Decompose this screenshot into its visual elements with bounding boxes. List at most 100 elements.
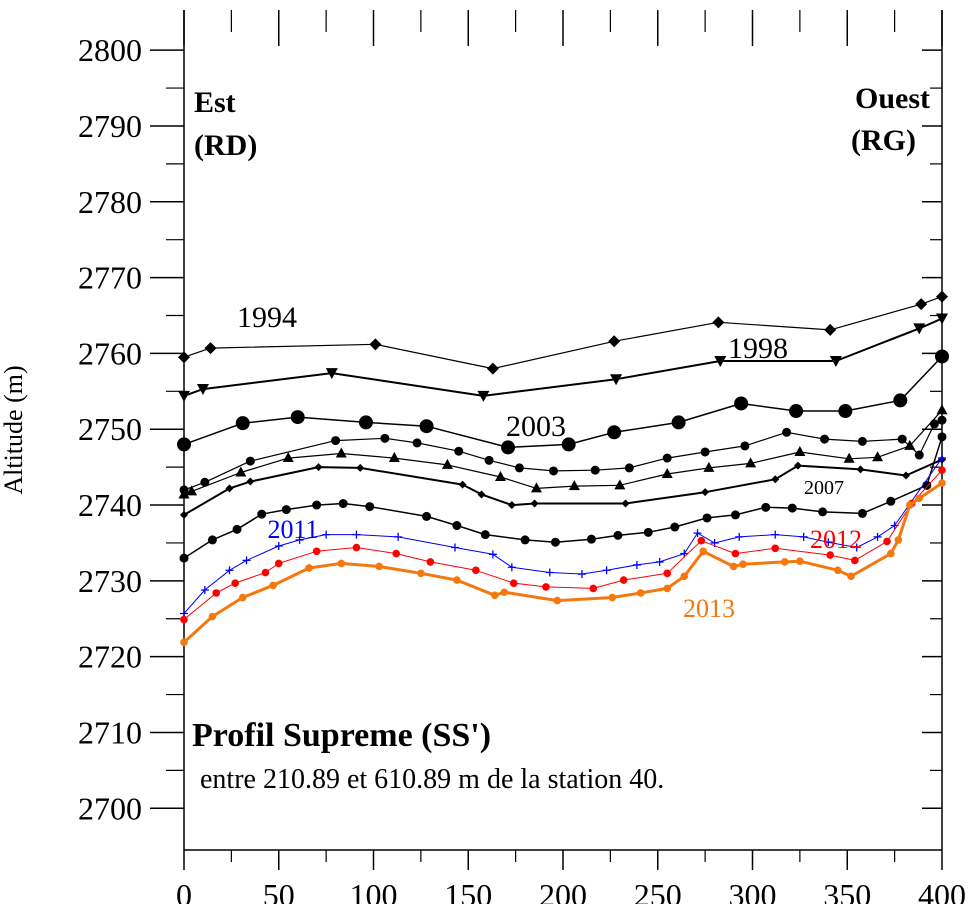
- data-point: [312, 547, 321, 556]
- data-point: [935, 349, 949, 364]
- data-point: [178, 390, 190, 402]
- data-point: [494, 471, 506, 482]
- data-point: [325, 368, 338, 380]
- data-point: [613, 530, 623, 540]
- data-point: [452, 521, 462, 531]
- data-point: [590, 465, 600, 475]
- data-point: [295, 535, 304, 544]
- series-label: 2012: [810, 525, 862, 554]
- data-point: [335, 447, 347, 458]
- data-point: [714, 356, 727, 368]
- data-point: [488, 550, 497, 559]
- data-point: [180, 638, 188, 647]
- y-tick-label: 2700: [78, 790, 142, 826]
- x-tick-label: 100: [350, 877, 398, 904]
- data-point: [312, 500, 322, 510]
- data-point: [873, 532, 882, 541]
- data-point: [352, 543, 361, 552]
- data-point: [231, 579, 239, 587]
- data-point: [847, 572, 855, 581]
- data-point: [680, 572, 689, 581]
- data-point: [936, 404, 948, 415]
- data-point: [369, 338, 382, 351]
- data-point: [553, 596, 562, 605]
- data-point: [454, 446, 464, 456]
- data-point: [269, 581, 277, 590]
- data-point: [820, 434, 830, 444]
- data-point: [392, 549, 401, 558]
- annotation: Ouest: [855, 82, 930, 115]
- annotation: Est: [194, 86, 236, 119]
- data-point: [235, 416, 250, 431]
- data-point: [922, 480, 932, 490]
- data-point: [872, 451, 884, 462]
- data-point: [507, 563, 516, 572]
- data-point: [337, 559, 346, 568]
- data-point: [245, 456, 255, 466]
- data-point: [938, 466, 946, 474]
- data-point: [904, 439, 916, 450]
- x-tick-label: 0: [176, 877, 192, 904]
- data-point: [356, 463, 365, 472]
- data-point: [472, 566, 480, 575]
- data-point: [180, 510, 188, 519]
- data-point: [577, 570, 586, 579]
- data-point: [586, 534, 596, 544]
- data-point: [619, 576, 628, 584]
- data-point: [486, 362, 499, 375]
- series-label: 2003: [506, 410, 566, 443]
- x-tick-label: 50: [263, 877, 295, 904]
- data-point: [663, 569, 672, 578]
- data-point: [671, 415, 686, 430]
- y-tick-label: 2740: [78, 487, 142, 523]
- series-line: [183, 436, 943, 559]
- data-point: [204, 342, 217, 355]
- data-point: [441, 458, 453, 469]
- data-point: [490, 591, 499, 600]
- y-tick-label: 2790: [78, 108, 142, 144]
- data-point: [274, 541, 283, 550]
- data-point: [608, 593, 617, 602]
- x-tick-label: 200: [539, 877, 587, 904]
- data-point: [938, 479, 946, 487]
- data-point: [771, 544, 780, 553]
- data-point: [699, 547, 708, 556]
- data-point: [632, 560, 641, 569]
- data-point: [893, 393, 908, 408]
- data-point: [207, 535, 217, 545]
- data-point: [734, 396, 749, 411]
- data-point: [477, 490, 486, 499]
- data-point: [901, 471, 910, 480]
- data-point: [480, 530, 490, 540]
- data-point: [225, 484, 234, 493]
- data-point: [520, 535, 530, 545]
- data-point: [375, 562, 383, 571]
- data-point: [662, 453, 672, 463]
- data-point: [477, 390, 490, 402]
- data-point: [624, 463, 634, 473]
- y-tick-label: 2730: [78, 563, 142, 599]
- data-point: [700, 447, 710, 457]
- data-point: [887, 549, 895, 558]
- data-point: [235, 466, 247, 477]
- data-point: [761, 502, 771, 512]
- data-point: [824, 538, 833, 547]
- data-point: [670, 522, 680, 532]
- chart-title: Profil Supreme (SS'): [192, 717, 491, 754]
- series-label: 1994: [237, 301, 297, 334]
- data-point: [530, 499, 539, 508]
- y-tick-label: 2750: [78, 411, 142, 447]
- data-point: [643, 527, 653, 537]
- data-point: [238, 593, 247, 602]
- data-point: [200, 477, 210, 487]
- data-point: [915, 298, 928, 311]
- data-point: [177, 437, 191, 452]
- data-point: [412, 438, 422, 448]
- data-point: [838, 404, 853, 419]
- data-point: [589, 584, 598, 593]
- y-tick-label: 2760: [78, 335, 142, 371]
- data-point: [358, 415, 373, 430]
- data-point: [915, 494, 924, 503]
- data-point: [607, 425, 622, 440]
- data-point: [897, 434, 907, 444]
